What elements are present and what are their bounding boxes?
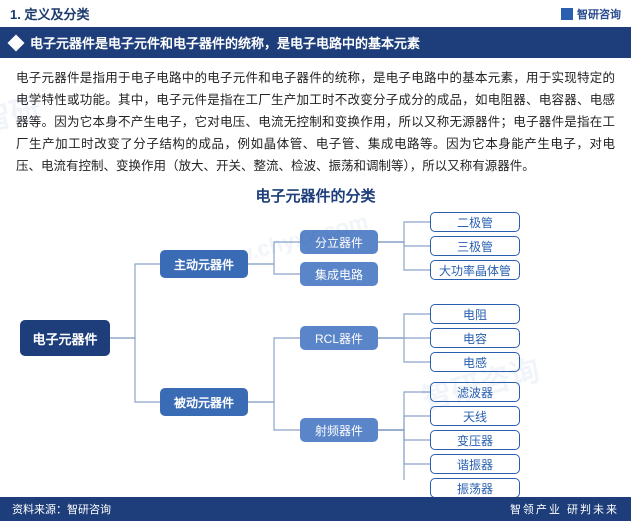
node-leaf: 电感 [430, 352, 520, 372]
title-text: 电子元器件是电子元件和电子器件的统称，是电子电路中的基本元素 [30, 33, 420, 52]
section-header: 1. 定义及分类 智研咨询 [0, 0, 631, 27]
node-leaf: 电阻 [430, 304, 520, 324]
title-bar: 电子元器件是电子元件和电子器件的统称，是电子电路中的基本元素 [0, 27, 631, 58]
node-l1: 被动元器件 [160, 388, 248, 416]
footer: 资料来源：智研咨询 智领产业 研判未来 [0, 497, 631, 521]
brand: 智研咨询 [561, 6, 621, 22]
node-l2: RCL器件 [300, 326, 378, 350]
node-l1: 主动元器件 [160, 250, 248, 278]
node-leaf: 振荡器 [430, 478, 520, 498]
node-l2: 集成电路 [300, 262, 378, 286]
node-leaf: 大功率晶体管 [430, 260, 520, 280]
diamond-icon [8, 34, 25, 51]
classification-diagram: 电子元器件 主动元器件被动元器件 分立器件集成电路 RCL器件射频器件 二极管三极管大功… [10, 210, 621, 480]
paragraph: 电子元器件是指用于电子电路中的电子元件和电子器件的统称，是电子电路中的基本元素，… [0, 58, 631, 183]
node-leaf: 三极管 [430, 236, 520, 256]
node-leaf: 二极管 [430, 212, 520, 232]
brand-icon [561, 8, 573, 20]
node-leaf: 电容 [430, 328, 520, 348]
node-leaf: 滤波器 [430, 382, 520, 402]
footer-slogan: 智领产业 研判未来 [510, 501, 619, 517]
node-leaf: 天线 [430, 406, 520, 426]
node-root: 电子元器件 [20, 320, 110, 356]
node-leaf: 谐振器 [430, 454, 520, 474]
node-l2: 射频器件 [300, 418, 378, 442]
brand-text: 智研咨询 [577, 6, 621, 22]
node-l2: 分立器件 [300, 230, 378, 254]
section-number: 1. 定义及分类 [10, 4, 89, 23]
footer-source: 资料来源：智研咨询 [12, 501, 111, 517]
node-leaf: 变压器 [430, 430, 520, 450]
diagram-title: 电子元器件的分类 [0, 185, 631, 206]
